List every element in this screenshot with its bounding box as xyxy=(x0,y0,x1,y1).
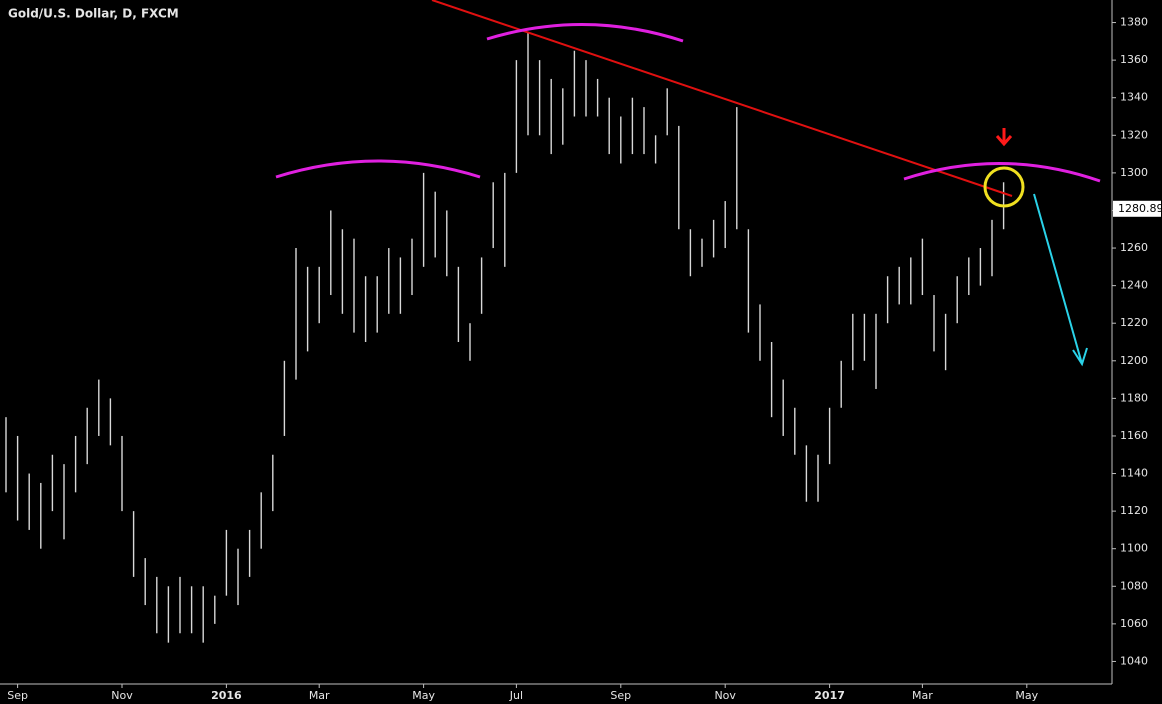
y-tick-label: 1040 xyxy=(1120,654,1148,667)
y-tick-label: 1180 xyxy=(1120,391,1148,404)
y-tick-label: 1100 xyxy=(1120,542,1148,555)
x-tick-label: May xyxy=(1015,689,1038,702)
y-tick-label: 1120 xyxy=(1120,504,1148,517)
arc-right xyxy=(903,162,1101,183)
down-arrow-cyan xyxy=(1033,193,1088,367)
x-tick-label: Sep xyxy=(610,689,631,702)
arc-middle xyxy=(486,23,684,43)
highlight-circle xyxy=(983,166,1025,208)
y-tick-label: 1340 xyxy=(1120,91,1148,104)
arc-left xyxy=(275,159,481,179)
last-price-label: 1280.89 xyxy=(1118,202,1162,215)
trend-line xyxy=(431,0,1013,197)
x-tick-label: Mar xyxy=(309,689,330,702)
x-tick-label: Nov xyxy=(111,689,133,702)
x-tick-label: 2016 xyxy=(211,689,242,702)
x-tick-label: 2017 xyxy=(814,689,845,702)
y-tick-label: 1360 xyxy=(1120,53,1148,66)
y-tick-label: 1300 xyxy=(1120,166,1148,179)
y-tick-label: 1160 xyxy=(1120,429,1148,442)
x-tick-label: Jul xyxy=(509,689,523,702)
x-tick-label: Nov xyxy=(714,689,736,702)
down-arrow-red xyxy=(995,128,1013,147)
y-tick-label: 1140 xyxy=(1120,467,1148,480)
y-tick-label: 1220 xyxy=(1120,316,1148,329)
last-price-box xyxy=(1113,200,1161,217)
x-tick-label: Sep xyxy=(7,689,28,702)
y-tick-label: 1060 xyxy=(1120,617,1148,630)
y-tick-label: 1260 xyxy=(1120,241,1148,254)
y-tick-label: 1320 xyxy=(1120,128,1148,141)
x-tick-label: May xyxy=(412,689,435,702)
chart-title: Gold/U.S. Dollar, D, FXCM xyxy=(8,7,179,21)
y-tick-label: 1380 xyxy=(1120,16,1148,29)
plot-area xyxy=(5,31,1005,643)
y-tick-label: 1200 xyxy=(1120,354,1148,367)
annotations xyxy=(275,0,1101,367)
x-tick-label: Mar xyxy=(912,689,933,702)
y-tick-label: 1240 xyxy=(1120,279,1148,292)
y-tick-label: 1080 xyxy=(1120,579,1148,592)
